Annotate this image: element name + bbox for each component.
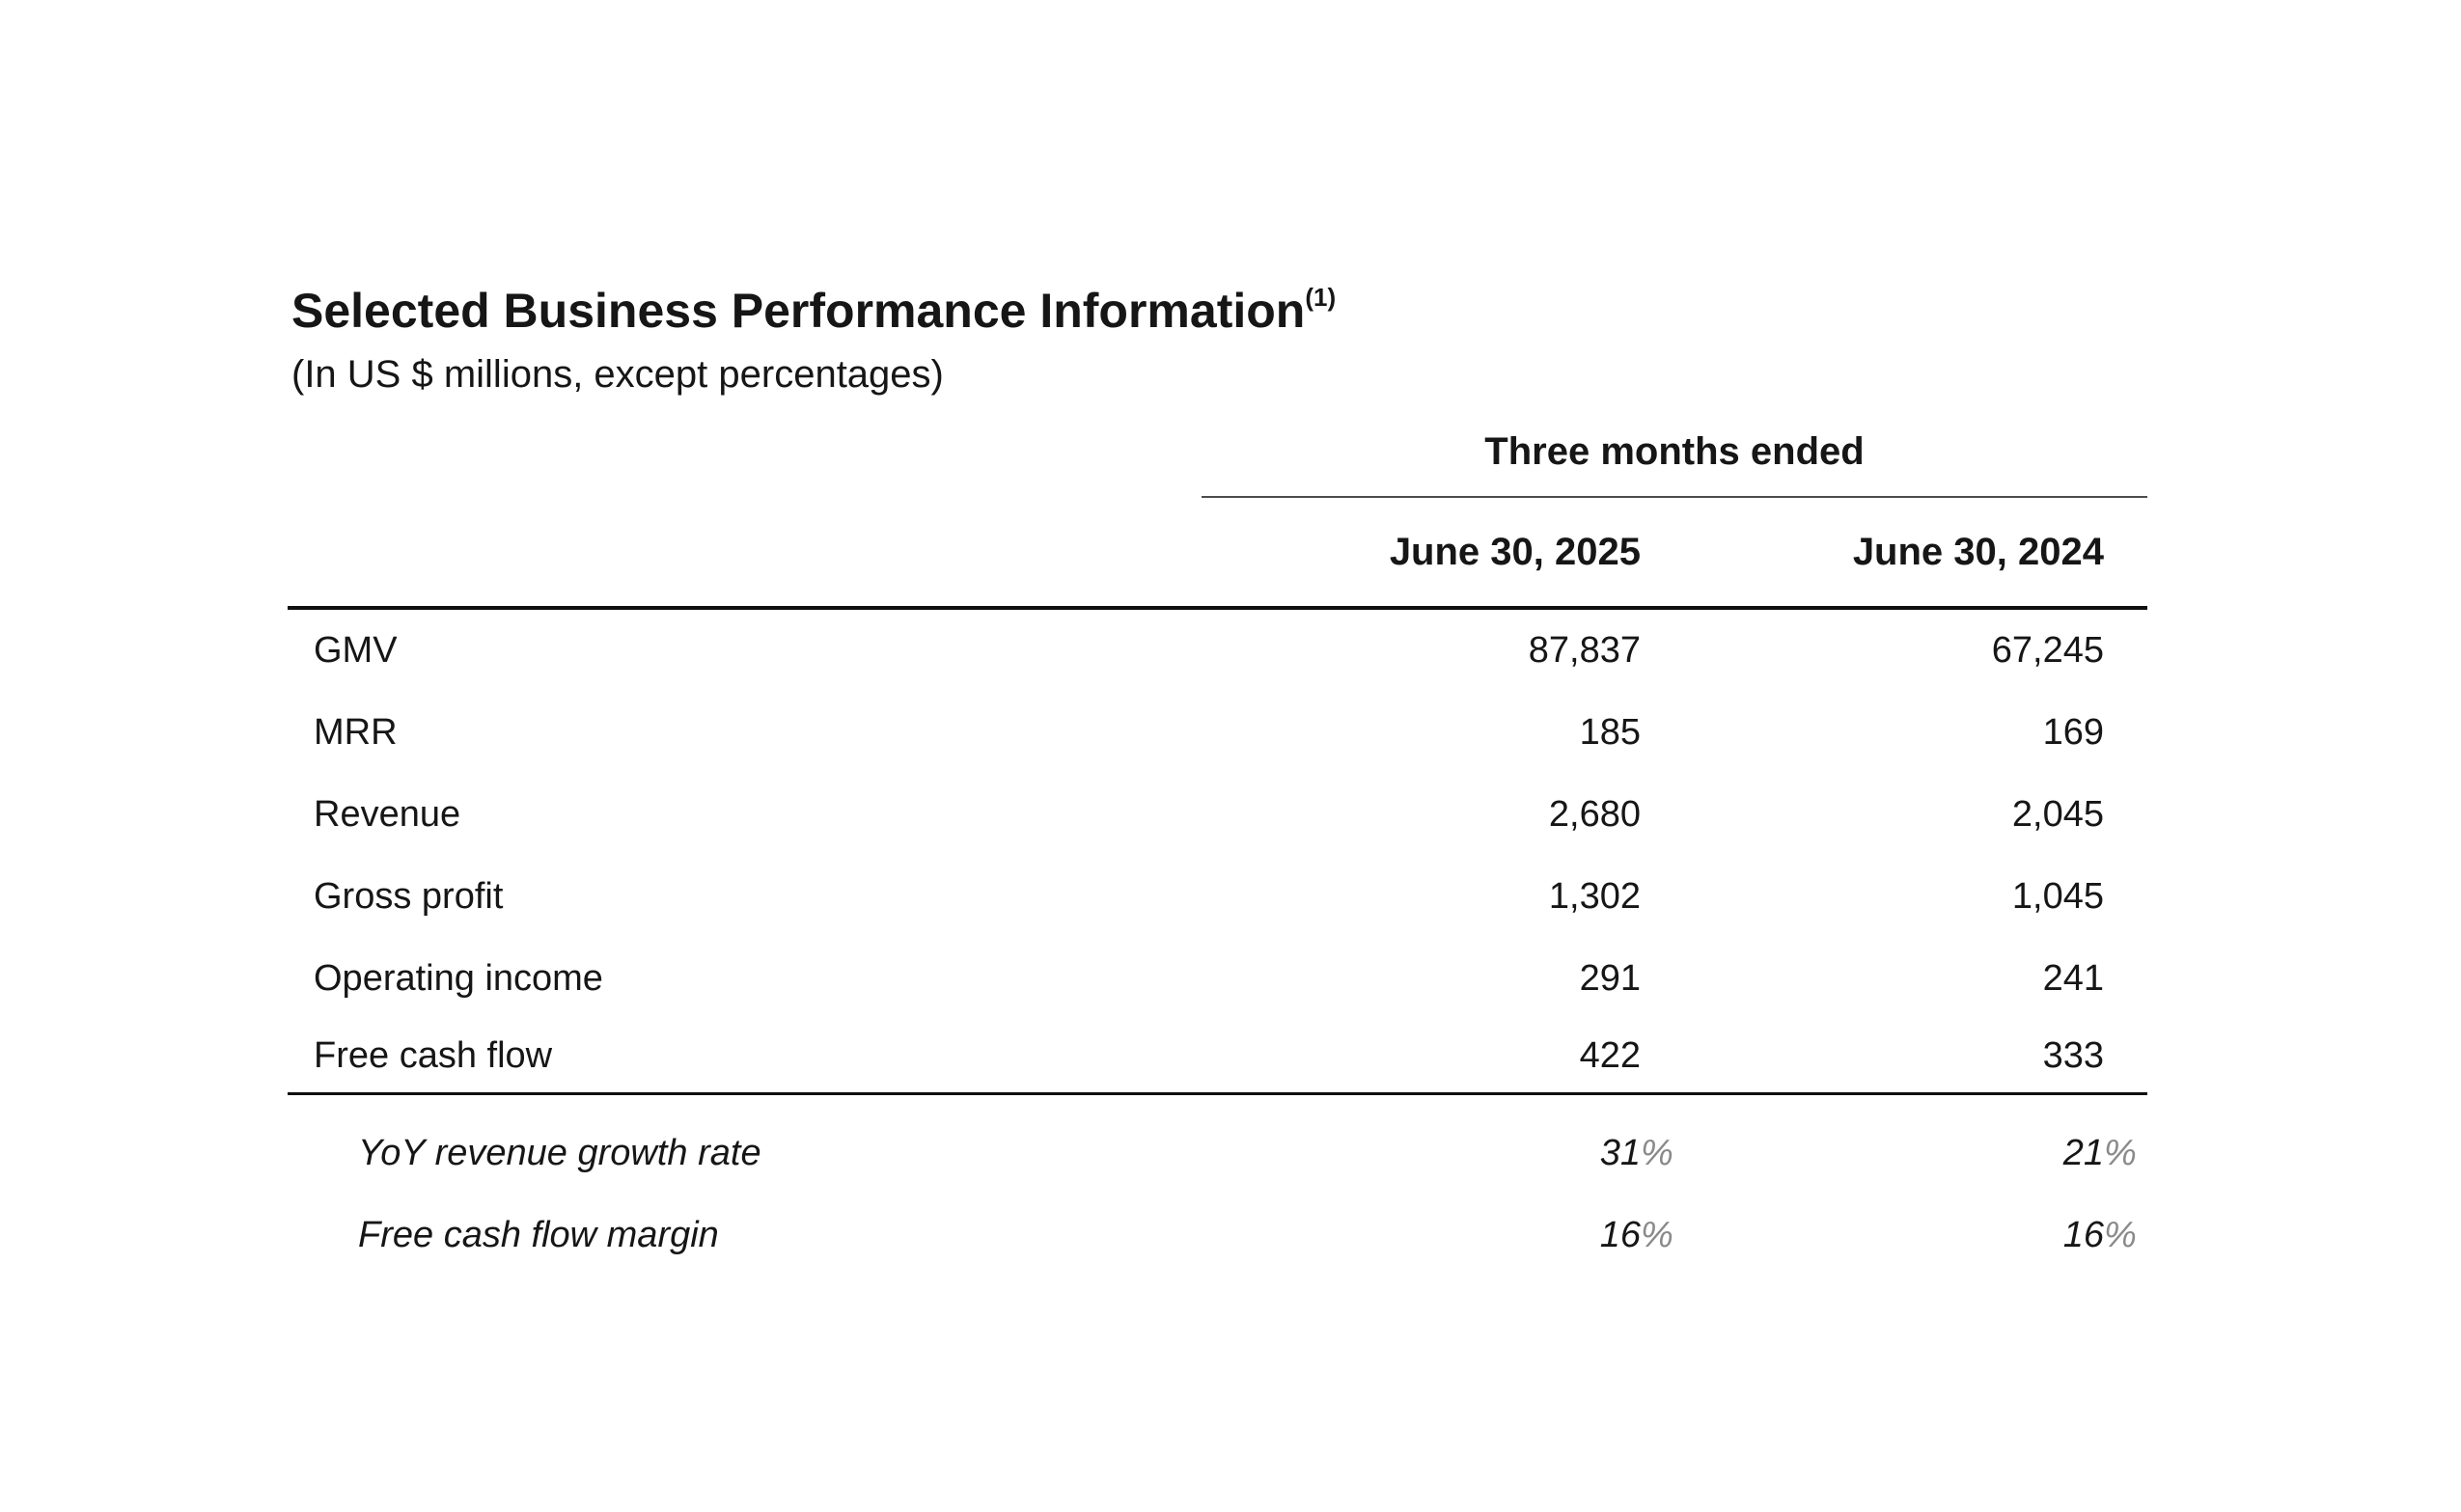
row-value-period-1: 87,837 [1528, 630, 1641, 671]
column-header-period-1: June 30, 2025 [1389, 531, 1641, 573]
column-group-header: Three months ended [1202, 432, 2147, 498]
title-footnote-marker: (1) [1305, 283, 1337, 312]
table-body: GMV 87,837 67,245 MRR 185 169 Revenue 2,… [288, 610, 2147, 1095]
table-row: Gross profit 1,302 1,045 [288, 856, 2147, 938]
column-headers-row: June 30, 2025 June 30, 2024 [288, 533, 2147, 610]
metric-number: 31 [1599, 1133, 1641, 1173]
row-value-period-2: 241 [2042, 958, 2104, 999]
row-value-period-2: 333 [2042, 1035, 2104, 1076]
percent-sign: % [1641, 1215, 1673, 1255]
metric-value-period-2: 21% [1684, 1133, 2147, 1174]
table-row: MRR 185 169 [288, 692, 2147, 774]
percent-sign: % [2104, 1133, 2137, 1173]
row-label: GMV [314, 630, 398, 671]
metric-row-label: Free cash flow margin [358, 1215, 719, 1255]
row-value-period-1: 185 [1579, 712, 1641, 753]
metric-number: 16 [2062, 1215, 2104, 1255]
row-value-period-1: 2,680 [1548, 794, 1641, 835]
row-value-period-2: 1,045 [2011, 876, 2104, 917]
page-subtitle: (In US $ millions, except percentages) [291, 353, 944, 396]
row-label: Operating income [314, 958, 603, 999]
metric-value-period-1: 31% [1202, 1133, 1684, 1174]
table-row: Free cash flow 422 333 [288, 1020, 2147, 1092]
metric-number: 21 [2062, 1133, 2104, 1173]
table-row: GMV 87,837 67,245 [288, 610, 2147, 692]
row-value-period-2: 169 [2042, 712, 2104, 753]
table-row: Revenue 2,680 2,045 [288, 774, 2147, 856]
row-label: MRR [314, 712, 398, 753]
row-value-period-2: 2,045 [2011, 794, 2104, 835]
row-value-period-1: 1,302 [1548, 876, 1641, 917]
row-value-period-1: 291 [1579, 958, 1641, 999]
row-value-period-2: 67,245 [1991, 630, 2104, 671]
page-title-text: Selected Business Performance Informatio… [291, 284, 1306, 338]
metric-row: Free cash flow margin 16% 16% [288, 1195, 2147, 1277]
percent-sign: % [1641, 1133, 1673, 1173]
row-value-period-1: 422 [1579, 1035, 1641, 1076]
metric-value-period-1: 16% [1202, 1215, 1684, 1256]
metric-value-period-2: 16% [1684, 1215, 2147, 1256]
row-label: Free cash flow [314, 1035, 553, 1076]
table-row: Operating income 291 241 [288, 938, 2147, 1020]
percent-sign: % [2104, 1215, 2137, 1255]
row-label: Revenue [314, 794, 461, 835]
metric-number: 16 [1599, 1215, 1641, 1255]
row-label: Gross profit [314, 876, 504, 917]
metric-row-label: YoY revenue growth rate [358, 1133, 761, 1173]
column-header-period-2: June 30, 2024 [1852, 531, 2104, 573]
column-header-spacer [288, 533, 1202, 571]
performance-table: Three months ended June 30, 2025 June 30… [288, 432, 2147, 1277]
percentage-metrics-section: YoY revenue growth rate 31% 21% Free cas… [288, 1095, 2147, 1277]
page-title: Selected Business Performance Informatio… [291, 283, 1337, 338]
metric-row: YoY revenue growth rate 31% 21% [288, 1113, 2147, 1195]
